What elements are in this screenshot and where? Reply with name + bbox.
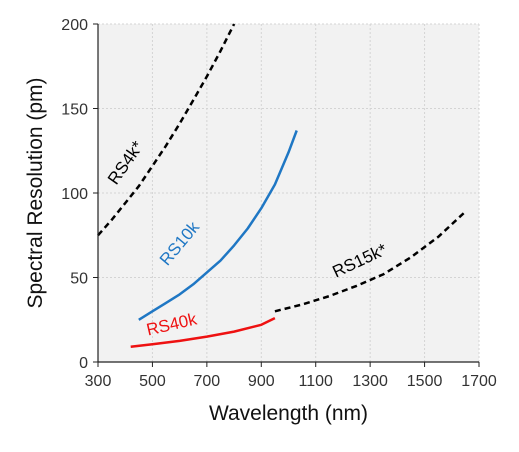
x-tick-label: 300 bbox=[85, 373, 112, 390]
series-lines bbox=[97, 23, 467, 349]
y-tick-label: 200 bbox=[61, 17, 88, 34]
x-tick-label: 500 bbox=[139, 373, 166, 390]
series-line-rs40k bbox=[130, 316, 276, 349]
x-tick-label: 1500 bbox=[407, 373, 443, 390]
x-tick-label: 900 bbox=[248, 373, 275, 390]
y-axis-label: Spectral Resolution (pm) bbox=[24, 77, 47, 308]
x-axis: 300 500 700 900 1100 1300 1500 1700 bbox=[85, 362, 497, 390]
x-axis-label: Wavelength (nm) bbox=[209, 402, 368, 425]
y-tick-label: 150 bbox=[61, 102, 88, 119]
y-tick-label: 50 bbox=[70, 271, 88, 288]
y-tick-label: 100 bbox=[61, 186, 88, 203]
x-tick-label: 1700 bbox=[461, 373, 497, 390]
x-tick-label: 1100 bbox=[299, 373, 334, 390]
y-tick-label: 0 bbox=[79, 355, 88, 372]
series-line-rs4k bbox=[97, 23, 236, 237]
x-tick-label: 700 bbox=[194, 373, 221, 390]
series-line-rs10k bbox=[138, 130, 298, 321]
x-tick-label: 1300 bbox=[352, 373, 388, 390]
series-line-rs15k bbox=[274, 210, 467, 313]
y-axis: 0 50 100 150 200 bbox=[61, 17, 98, 372]
